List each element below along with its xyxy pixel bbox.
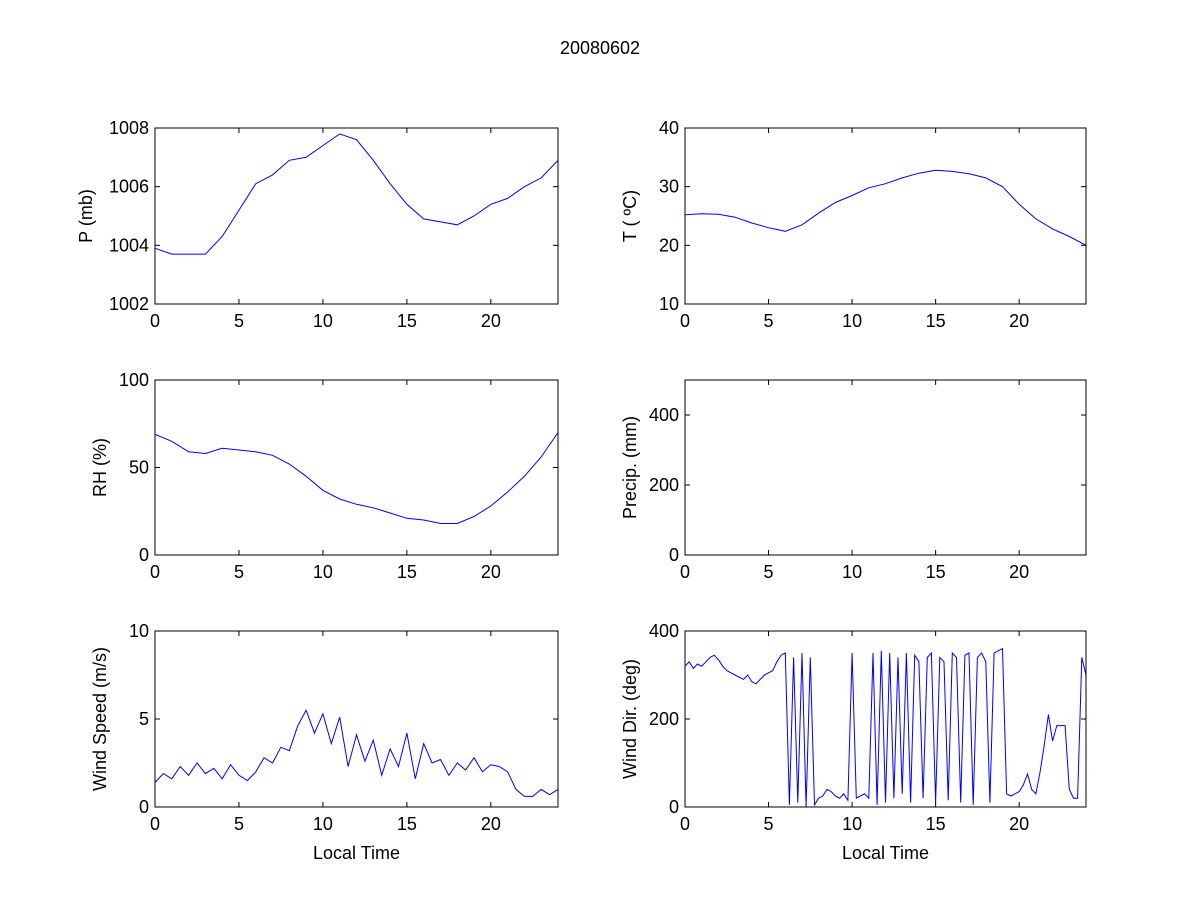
- wind-direction-series-line: [684, 647, 1087, 808]
- y-tick-label: 20: [659, 235, 679, 255]
- subplot-temperature: 0 5 10 15 20 10 20 30 40 T ( ºC): [620, 118, 1087, 331]
- x-tick-label: 20: [1009, 814, 1029, 834]
- figure-title: 20080602: [560, 38, 640, 58]
- y-tick-label: 30: [659, 177, 679, 197]
- y-tick-label: 10: [129, 621, 149, 641]
- axes-frame: [684, 630, 1087, 808]
- y-axis-label: Wind Dir. (deg): [620, 659, 640, 779]
- x-axis-label: Local Time: [842, 843, 929, 863]
- axes-frame: [154, 127, 559, 305]
- y-tick-label: 5: [139, 709, 149, 729]
- y-tick-label: 1002: [109, 294, 149, 314]
- x-tick-label: 15: [926, 311, 946, 331]
- x-tick-label: 20: [481, 562, 501, 582]
- relative-humidity-series-line: [154, 432, 559, 524]
- x-tick-label: 0: [680, 814, 690, 834]
- x-tick-label: 20: [481, 814, 501, 834]
- x-tick-label: 20: [481, 311, 501, 331]
- y-tick-label: 400: [649, 405, 679, 425]
- x-tick-label: 0: [680, 311, 690, 331]
- y-tick-label: 200: [649, 709, 679, 729]
- axes-frame: [684, 379, 1087, 556]
- x-tick-label: 0: [680, 562, 690, 582]
- x-tick-label: 10: [313, 814, 333, 834]
- y-tick-label: 0: [669, 797, 679, 817]
- axes-frame: [684, 127, 1087, 305]
- x-tick-label: 5: [234, 311, 244, 331]
- x-tick-label: 10: [842, 562, 862, 582]
- y-tick-label: 200: [649, 475, 679, 495]
- y-axis-label: Precip. (mm): [620, 416, 640, 519]
- x-tick-label: 0: [150, 562, 160, 582]
- x-tick-label: 15: [926, 814, 946, 834]
- y-tick-label: 10: [659, 294, 679, 314]
- y-tick-label: 1004: [109, 235, 149, 255]
- y-tick-label: 40: [659, 118, 679, 138]
- x-axis-label: Local Time: [313, 843, 400, 863]
- y-tick-label: 50: [129, 458, 149, 478]
- x-tick-label: 20: [1009, 311, 1029, 331]
- x-tick-label: 0: [150, 311, 160, 331]
- axes-frame: [154, 379, 559, 556]
- y-axis-label: P (mb): [76, 189, 96, 243]
- x-tick-label: 5: [764, 311, 774, 331]
- temperature-series-line: [684, 169, 1087, 246]
- x-tick-label: 10: [842, 311, 862, 331]
- x-tick-label: 15: [397, 311, 417, 331]
- x-tick-label: 5: [764, 562, 774, 582]
- x-tick-label: 15: [397, 562, 417, 582]
- x-tick-label: 10: [313, 562, 333, 582]
- y-tick-label: 400: [649, 621, 679, 641]
- x-tick-label: 5: [234, 814, 244, 834]
- subplot-relative-humidity: 0 5 10 15 20 0 50 100 RH (%): [90, 370, 559, 582]
- x-tick-label: 10: [313, 311, 333, 331]
- y-tick-label: 100: [119, 370, 149, 390]
- wind-speed-series-line: [154, 708, 559, 797]
- x-tick-label: 5: [234, 562, 244, 582]
- axes-frame: [154, 630, 559, 808]
- subplot-pressure: 0 5 10 15 20 1002 1004 1006 1008 P (mb): [76, 118, 559, 331]
- y-tick-label: 1008: [109, 118, 149, 138]
- y-tick-label: 1006: [109, 177, 149, 197]
- subplot-wind-speed: 0 5 10 15 20 0 5 10 Wind Speed (m/s) Local Time: [90, 621, 559, 863]
- y-tick-label: 0: [669, 545, 679, 565]
- y-tick-label: 0: [139, 545, 149, 565]
- y-axis-label: RH (%): [90, 438, 110, 497]
- pressure-series-line: [154, 133, 559, 255]
- x-tick-label: 10: [842, 814, 862, 834]
- x-tick-label: 20: [1009, 562, 1029, 582]
- y-tick-label: 0: [139, 797, 149, 817]
- x-tick-label: 15: [397, 814, 417, 834]
- x-tick-label: 5: [764, 814, 774, 834]
- y-axis-label: T ( ºC): [620, 190, 640, 242]
- x-tick-label: 15: [926, 562, 946, 582]
- y-axis-label: Wind Speed (m/s): [90, 647, 110, 791]
- x-tick-label: 0: [150, 814, 160, 834]
